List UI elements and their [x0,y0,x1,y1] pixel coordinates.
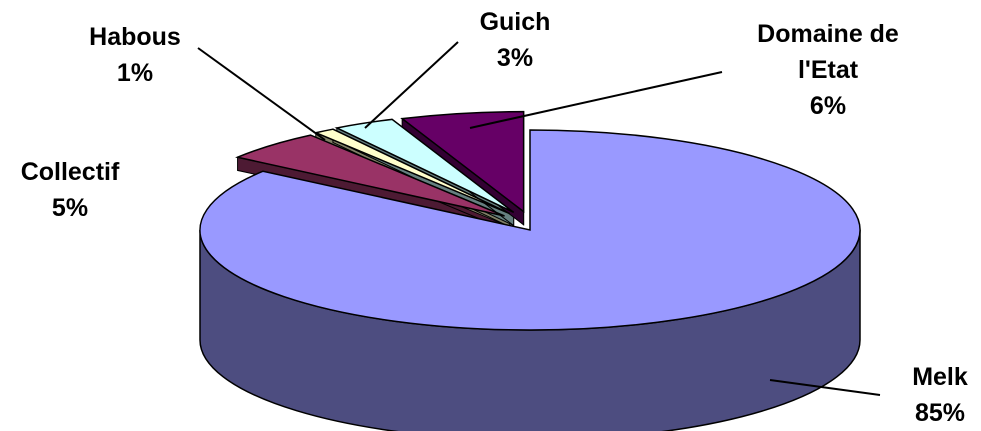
leader-line-melk [769,379,881,396]
slice-collectif [235,134,505,217]
label-guich: Guich 3% [480,8,551,72]
leader-line-guich [364,41,459,129]
pie-tops [199,110,861,331]
slice-percent: 5% [52,194,88,222]
slice-name: Collectif [21,158,120,186]
slice-melk [199,129,861,331]
slice-domaine-de-l-etat [400,110,525,214]
label-melk: Melk 85% [912,363,968,427]
label-habous: Habous 1% [89,23,181,87]
slice-percent: 6% [810,92,846,120]
leader-line-habous [197,47,326,141]
leader-line-domaine-de-l-etat [469,71,723,129]
label-collectif: Collectif 5% [21,158,120,222]
slice-labels: Melk 85% Collectif 5% Habous 1% Guich 3% Domaine… [21,8,968,427]
label-domaine-de-l-etat: Domaine de l'Etat 6% [757,20,899,120]
slice-name: Guich [480,8,551,36]
slice-percent: 3% [497,44,533,72]
slice-name: Habous [89,23,181,51]
leader-lines [197,41,881,396]
slice-percent: 1% [117,59,153,87]
slice-name: l'Etat [798,56,859,84]
slice-name: Domaine de [757,20,899,48]
slice-name: Melk [912,363,968,391]
slice-guich [334,118,515,214]
slice-percent: 85% [915,399,965,427]
